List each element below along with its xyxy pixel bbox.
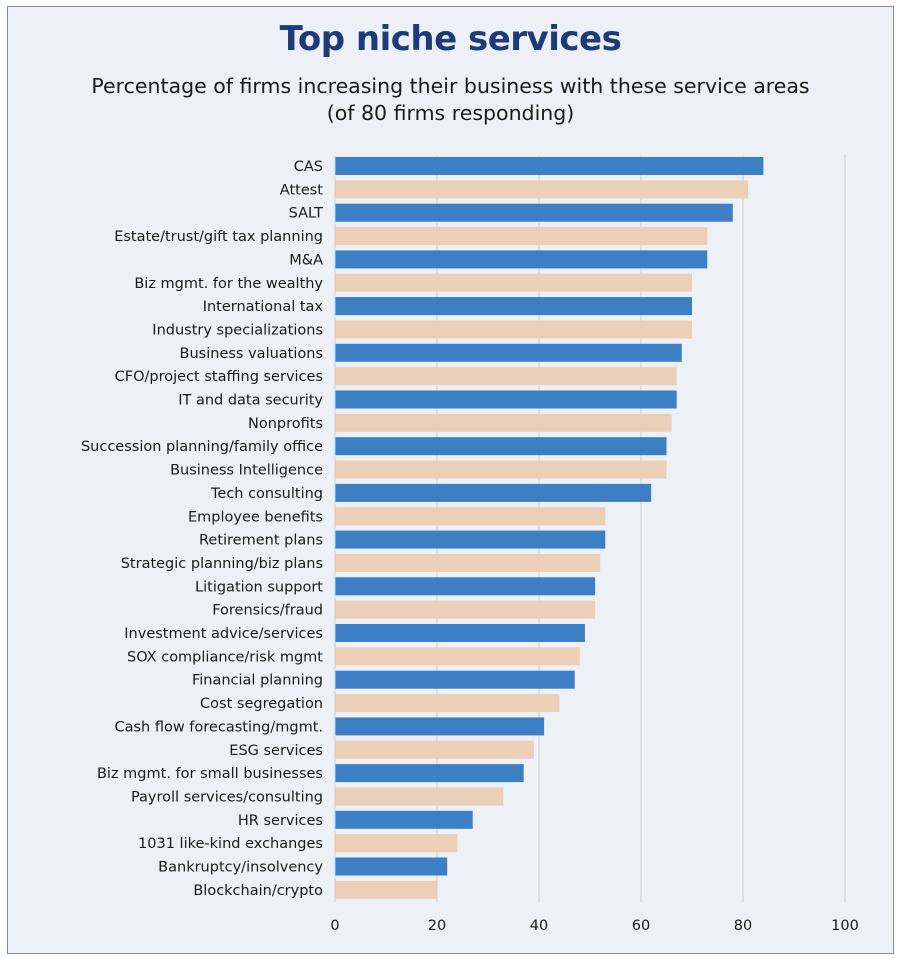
bar-25 [335,740,534,759]
bar-18 [335,577,596,596]
category-label-1: Attest [280,182,324,198]
bar-22 [335,670,575,689]
bar-7 [335,320,692,339]
bar-17 [335,553,601,572]
bar-11 [335,413,672,432]
bar-9 [335,367,677,386]
category-label-4: M&A [289,252,323,268]
subtitle-line-1: Percentage of firms increasing their bus… [91,74,810,98]
x-tick-label-80: 80 [734,918,752,934]
bar-8 [335,343,682,362]
bar-5 [335,273,692,292]
category-label-30: Bankruptcy/insolvency [158,860,323,876]
category-label-16: Retirement plans [199,533,323,549]
bar-3 [335,227,708,246]
category-label-17: Strategic planning/biz plans [121,556,323,572]
category-label-29: 1031 like-kind exchanges [138,836,323,852]
bar-13 [335,460,667,479]
x-tick-label-0: 0 [330,918,339,934]
category-label-28: HR services [238,813,323,829]
category-label-27: Payroll services/consulting [131,789,323,805]
category-label-13: Business Intelligence [170,463,323,479]
bar-19 [335,600,596,619]
bar-10 [335,390,677,409]
category-label-21: SOX compliance/risk mgmt [127,649,323,665]
bar-6 [335,297,692,316]
chart-title: Top niche services [279,19,622,59]
category-label-7: Industry specializations [152,322,323,338]
category-label-10: IT and data security [178,393,323,409]
x-tick-label-20: 20 [428,918,446,934]
bar-27 [335,787,504,806]
x-tick-label-60: 60 [632,918,650,934]
category-label-0: CAS [294,159,323,175]
bar-23 [335,694,560,713]
category-label-11: Nonprofits [248,416,323,432]
bar-12 [335,437,667,456]
subtitle-line-2: (of 80 firms responding) [326,101,575,125]
category-label-15: Employee benefits [188,509,323,525]
bar-24 [335,717,545,736]
category-label-14: Tech consulting [210,486,323,502]
bar-2 [335,203,733,222]
category-label-23: Cost segregation [200,696,323,712]
x-tick-label-100: 100 [831,918,859,934]
bar-4 [335,250,708,269]
chart-subtitle: Percentage of firms increasing their bus… [48,73,853,127]
bar-26 [335,764,524,783]
category-label-3: Estate/trust/gift tax planning [114,229,323,245]
category-label-6: International tax [203,299,324,315]
category-label-26: Biz mgmt. for small businesses [97,766,323,782]
bar-28 [335,810,473,829]
category-label-25: ESG services [229,743,323,759]
category-label-12: Succession planning/family office [81,439,323,455]
bar-31 [335,880,437,899]
category-label-20: Investment advice/services [124,626,323,642]
bar-20 [335,624,585,642]
category-label-2: SALT [289,206,323,222]
bar-21 [335,647,580,666]
category-label-8: Business valuations [180,346,323,362]
bar-0 [335,157,764,175]
bar-14 [335,483,652,502]
bar-30 [335,857,448,876]
category-label-31: Blockchain/crypto [193,883,323,899]
category-label-18: Litigation support [195,579,323,595]
category-label-9: CFO/project staffing services [115,369,323,385]
bar-15 [335,507,606,526]
category-label-22: Financial planning [192,673,323,689]
bar-16 [335,530,606,549]
x-tick-label-40: 40 [530,918,548,934]
bar-1 [335,180,749,199]
category-label-5: Biz mgmt. for the wealthy [134,276,323,292]
category-label-24: Cash flow forecasting/mgmt. [114,719,323,735]
category-label-19: Forensics/fraud [212,603,323,619]
bar-29 [335,834,458,853]
